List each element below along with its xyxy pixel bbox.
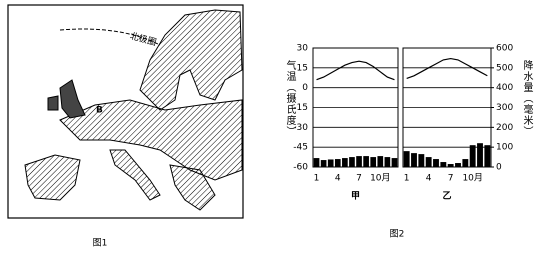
temperature-line — [406, 57, 488, 79]
central-europe — [59, 99, 243, 181]
precipitation-bar — [462, 159, 469, 167]
precipitation-bar — [403, 151, 410, 167]
y2-axis-label: 降水量（毫米） — [521, 59, 533, 137]
y2-tick-label: 0 — [496, 163, 502, 173]
x-tick-label: 10月 — [370, 173, 390, 184]
y-tick-label: 15 — [297, 63, 308, 73]
x-tick-label: 1 — [314, 174, 320, 184]
precipitation-bar — [411, 153, 417, 167]
iberia — [24, 154, 81, 201]
y-tick-label: -60 — [293, 163, 308, 173]
arctic-circle — [59, 28, 161, 46]
map: 北极圈 B — [7, 4, 244, 219]
precipitation-bar — [349, 157, 355, 167]
precipitation-bar — [469, 145, 476, 167]
precipitation-bar — [425, 157, 432, 167]
precipitation-bar — [384, 157, 391, 167]
y-tick-label: 0 — [302, 83, 308, 93]
precipitation-bar — [477, 143, 483, 167]
x-tick-label: 10月 — [462, 173, 482, 184]
y2-tick-label: 300 — [496, 103, 513, 113]
x-tick-label: 4 — [335, 174, 341, 184]
y2-tick-label: 600 — [496, 44, 513, 54]
y-tick-label: -15 — [293, 103, 308, 113]
precipitation-bar — [484, 145, 491, 167]
precipitation-bar — [418, 154, 425, 167]
precipitation-bar — [391, 158, 398, 167]
precipitation-bar — [447, 164, 454, 167]
precipitation-bar — [313, 158, 320, 167]
caption: 图2 — [390, 229, 405, 240]
y-tick-label: -45 — [293, 143, 308, 153]
caption: 图1 — [93, 238, 108, 249]
x-tick-label: 4 — [426, 174, 432, 184]
precipitation-bar — [320, 160, 327, 167]
precipitation-bar — [377, 156, 384, 167]
precipitation-bar — [440, 162, 447, 167]
temperature-line — [316, 60, 395, 81]
y2-tick-label: 400 — [496, 83, 513, 93]
precipitation-bar — [334, 159, 341, 167]
panel-name: 甲 — [351, 191, 360, 202]
precipitation-bar — [455, 163, 461, 167]
map-label: B — [96, 106, 103, 116]
x-tick-label: 7 — [356, 174, 362, 184]
y-axis-label: 气温（摄氏度） — [284, 59, 296, 137]
precipitation-bar — [363, 156, 369, 167]
italy — [109, 149, 161, 201]
precipitation-bar — [342, 158, 348, 167]
x-tick-label: 1 — [404, 174, 410, 184]
y2-tick-label: 100 — [496, 143, 513, 153]
y-tick-label: -30 — [293, 123, 308, 133]
balkans — [169, 164, 216, 211]
ireland — [47, 95, 59, 111]
y2-tick-label: 200 — [496, 123, 513, 133]
precipitation-bar — [433, 159, 439, 167]
y-tick-label: 30 — [297, 44, 309, 54]
precipitation-bar — [327, 159, 334, 167]
britain — [59, 79, 86, 119]
x-tick-label: 7 — [448, 174, 454, 184]
precipitation-bar — [356, 156, 362, 167]
panel-name: 乙 — [442, 191, 451, 202]
precipitation-bar — [370, 157, 377, 167]
scandinavia — [139, 9, 243, 111]
y2-tick-label: 500 — [496, 63, 513, 73]
